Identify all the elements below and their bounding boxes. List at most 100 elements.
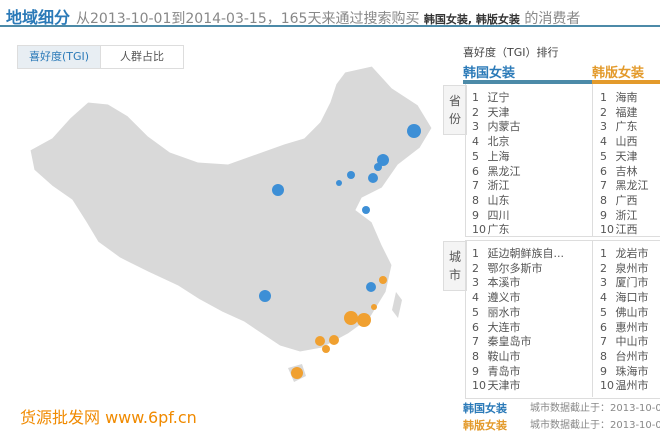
rank-label: 福建 — [615, 105, 638, 119]
province-box — [465, 84, 660, 237]
city-list-a: 1 延边朝鲜族自... 2 鄂尔多斯市 3 本溪市 4 遵义市 5 丽水市 6 大连市 7 … — [472, 247, 564, 394]
tab-tgi[interactable]: 喜好度(TGI) — [18, 46, 101, 68]
map-dot-series-a[interactable] — [374, 163, 382, 171]
rank-item[interactable]: 10 广东 — [472, 223, 521, 238]
rank-number: 5 — [600, 149, 607, 163]
rank-item[interactable]: 7 浙江 — [472, 179, 521, 194]
rank-item[interactable]: 9 青岛市 — [472, 365, 564, 380]
rank-number: 2 — [472, 261, 479, 275]
rank-item[interactable]: 8 山东 — [472, 194, 521, 209]
rank-item[interactable]: 3 内蒙古 — [472, 120, 521, 135]
rank-item[interactable]: 10 江西 — [600, 223, 649, 238]
rank-number: 5 — [472, 305, 479, 319]
rank-item[interactable]: 7 中山市 — [600, 335, 649, 350]
map-dot-series-b[interactable] — [357, 313, 371, 327]
rank-label: 山东 — [487, 193, 510, 207]
rank-item[interactable]: 9 珠海市 — [600, 365, 649, 380]
rank-label: 台州市 — [615, 349, 649, 363]
province-column-divider — [592, 84, 593, 236]
map-dot-series-a[interactable] — [347, 171, 355, 179]
map-dot-series-a[interactable] — [407, 124, 421, 138]
rank-number: 8 — [472, 349, 479, 363]
rank-label: 海南 — [615, 91, 638, 104]
rank-number: 5 — [472, 149, 479, 163]
rank-item[interactable]: 8 鞍山市 — [472, 350, 564, 365]
footer-note-a: 城市数据截止于：2013-10-01 — [530, 403, 660, 414]
rank-number: 7 — [600, 335, 607, 349]
rank-label: 丽水市 — [487, 305, 521, 319]
rank-item[interactable]: 5 丽水市 — [472, 306, 564, 321]
rank-item[interactable]: 9 浙江 — [600, 209, 649, 224]
rank-item[interactable]: 5 天津 — [600, 150, 649, 165]
city-box — [465, 240, 660, 399]
rank-item[interactable]: 7 黑龙江 — [600, 179, 649, 194]
footer-series-a: 韩国女装 — [463, 402, 507, 415]
map-dot-series-b[interactable] — [344, 311, 358, 325]
rank-label: 北京 — [487, 135, 510, 149]
rank-item[interactable]: 2 泉州市 — [600, 262, 649, 277]
rank-label: 龙岩市 — [615, 247, 649, 260]
rank-item[interactable]: 2 天津 — [472, 106, 521, 121]
rank-label: 本溪市 — [487, 276, 521, 290]
rank-item[interactable]: 1 延边朝鲜族自... — [472, 247, 564, 262]
rank-item[interactable]: 2 福建 — [600, 106, 649, 121]
rank-item[interactable]: 5 佛山市 — [600, 306, 649, 321]
rank-item[interactable]: 6 大连市 — [472, 321, 564, 336]
rank-number: 9 — [600, 208, 607, 222]
map-dot-series-a[interactable] — [272, 184, 284, 196]
rank-item[interactable]: 3 厦门市 — [600, 276, 649, 291]
rank-label: 江西 — [615, 223, 638, 237]
rank-label: 天津市 — [487, 379, 521, 393]
rank-label: 青岛市 — [487, 364, 521, 378]
rank-label: 鞍山市 — [487, 349, 521, 363]
rank-item[interactable]: 3 本溪市 — [472, 276, 564, 291]
map-dot-series-a[interactable] — [336, 180, 342, 186]
tab-share[interactable]: 人群占比 — [120, 50, 164, 63]
rank-number: 2 — [600, 105, 607, 119]
rank-item[interactable]: 10 温州市 — [600, 379, 649, 394]
rank-number: 10 — [472, 379, 486, 393]
rank-item[interactable]: 6 吉林 — [600, 165, 649, 180]
rank-number: 10 — [600, 379, 614, 393]
rank-item[interactable]: 1 海南 — [600, 91, 649, 106]
ranking-title: 喜好度（TGI）排行 — [463, 46, 559, 59]
tab-city[interactable]: 城市 — [443, 241, 467, 291]
map-dot-series-a[interactable] — [368, 173, 378, 183]
rank-item[interactable]: 4 北京 — [472, 135, 521, 150]
map-dot-series-a[interactable] — [259, 290, 271, 302]
watermark: 货源批发网 www.6pf.cn — [20, 408, 197, 427]
rank-item[interactable]: 3 广东 — [600, 120, 649, 135]
map-dot-series-b[interactable] — [371, 304, 377, 310]
rank-item[interactable]: 2 鄂尔多斯市 — [472, 262, 564, 277]
map-dot-series-b[interactable] — [291, 367, 303, 379]
rank-number: 8 — [600, 193, 607, 207]
rank-item[interactable]: 4 山西 — [600, 135, 649, 150]
rank-item[interactable]: 8 广西 — [600, 194, 649, 209]
map-dot-series-b[interactable] — [315, 336, 325, 346]
rank-item[interactable]: 4 海口市 — [600, 291, 649, 306]
map-dot-series-a[interactable] — [366, 282, 376, 292]
rank-item[interactable]: 6 黑龙江 — [472, 165, 521, 180]
rank-item[interactable]: 10 天津市 — [472, 379, 564, 394]
map-dot-series-a[interactable] — [377, 154, 389, 166]
rank-label: 天津 — [487, 105, 510, 119]
map-dot-series-b[interactable] — [322, 345, 330, 353]
metric-tabs: 喜好度(TGI) 人群占比 — [17, 45, 184, 69]
rank-item[interactable]: 1 辽宁 — [472, 91, 521, 106]
rank-item[interactable]: 7 秦皇岛市 — [472, 335, 564, 350]
rank-label: 浙江 — [487, 179, 510, 193]
rank-item[interactable]: 4 遵义市 — [472, 291, 564, 306]
rank-item[interactable]: 1 龙岩市 — [600, 247, 649, 262]
rank-item[interactable]: 9 四川 — [472, 209, 521, 224]
map-dot-series-b[interactable] — [329, 335, 339, 345]
rank-number: 8 — [600, 349, 607, 363]
rank-number: 4 — [472, 291, 479, 305]
tab-province[interactable]: 省份 — [443, 85, 467, 135]
rank-item[interactable]: 5 上海 — [472, 150, 521, 165]
map-dot-series-b[interactable] — [379, 276, 387, 284]
rank-number: 1 — [472, 91, 479, 104]
rank-item[interactable]: 6 惠州市 — [600, 321, 649, 336]
rank-item[interactable]: 8 台州市 — [600, 350, 649, 365]
map-dot-series-a[interactable] — [362, 206, 370, 214]
rank-number: 7 — [472, 335, 479, 349]
